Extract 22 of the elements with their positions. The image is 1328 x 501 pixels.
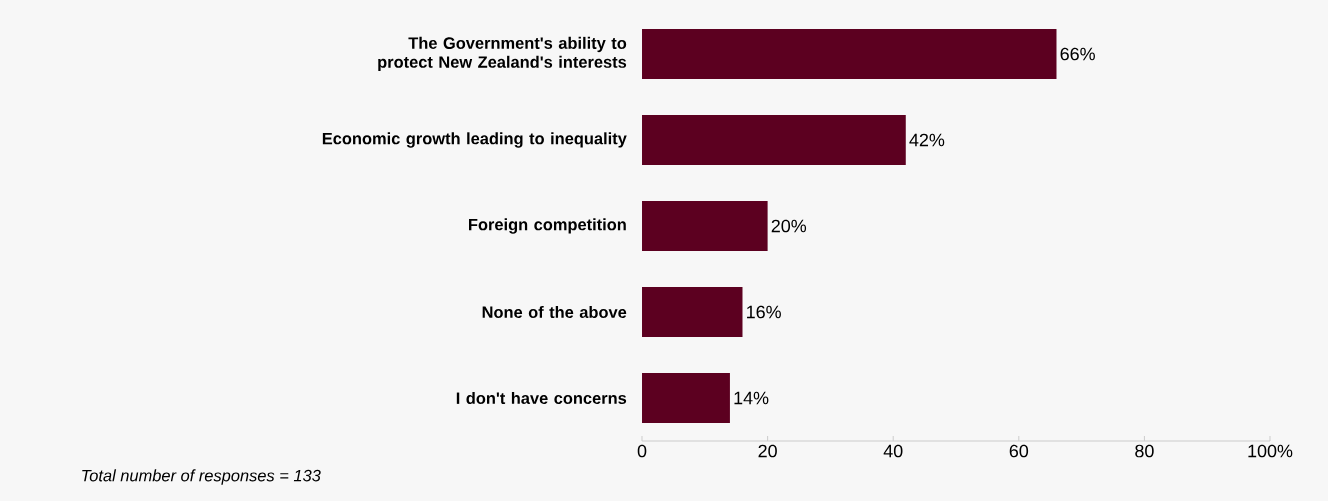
data-label: 20% xyxy=(771,219,807,233)
y-tick-label: Foreign competition xyxy=(469,218,626,234)
x-tick-label: 100% xyxy=(1248,444,1293,458)
y-tick-label: The Government's ability to protect New Zealand's interests xyxy=(378,36,627,72)
text: Total number of responses = 133 xyxy=(82,469,321,485)
data-label: 42% xyxy=(909,133,945,147)
x-tick-label: 40 xyxy=(883,444,903,458)
bar xyxy=(642,201,768,251)
data-label: 66% xyxy=(1060,47,1095,61)
x-tick-label: 0 xyxy=(637,444,647,458)
bar xyxy=(642,115,906,165)
y-tick-label: Economic growth leading to inequality xyxy=(322,132,627,148)
data-label: 14% xyxy=(734,391,769,405)
y-tick-label: I don't have concerns xyxy=(456,391,627,405)
x-tick-label: 20 xyxy=(758,444,777,458)
x-tick-label: 60 xyxy=(1009,444,1029,458)
bar xyxy=(642,287,743,337)
data-label: 16% xyxy=(747,305,781,319)
x-tick-label: 80 xyxy=(1135,444,1154,458)
bar xyxy=(642,29,1057,79)
y-tick-label: None of the above xyxy=(482,305,627,319)
bar xyxy=(642,373,730,423)
